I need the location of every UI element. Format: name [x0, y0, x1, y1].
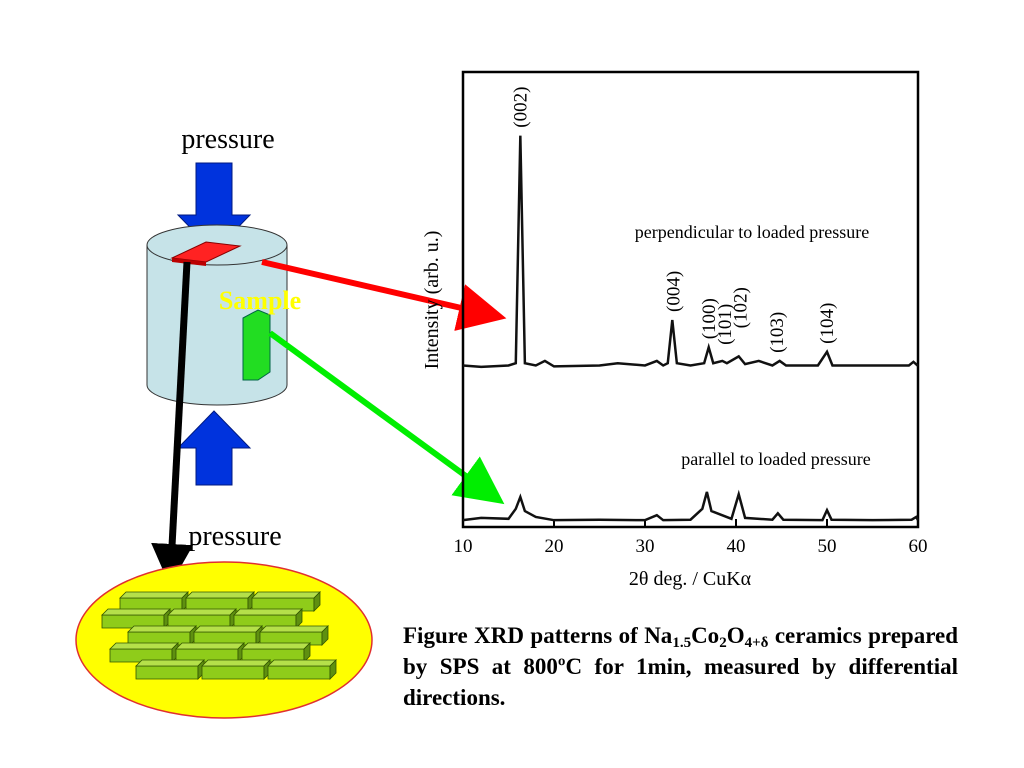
x-tick-label: 40 — [727, 536, 746, 557]
brick-top — [201, 659, 271, 667]
brick-top — [127, 625, 197, 633]
caption: Figure XRD patterns of Na1.5Co2O4+δ cera… — [403, 620, 958, 713]
green-plate — [242, 309, 271, 381]
pressure-label: pressure — [181, 124, 274, 155]
peak-label: (004) — [663, 271, 684, 312]
x-tick-label: 10 — [454, 536, 473, 557]
xrd-trace — [462, 135, 919, 369]
brick-top — [193, 625, 263, 633]
brick-top — [175, 642, 245, 650]
xrd-trace — [462, 489, 920, 522]
pressure-label: pressure — [188, 521, 281, 552]
brick-side — [303, 642, 311, 663]
brick-top — [259, 625, 329, 633]
brick — [267, 665, 331, 680]
brick-top — [251, 591, 321, 599]
brick-side — [321, 625, 329, 646]
series-label: perpendicular to loaded pressure — [635, 222, 869, 242]
x-axis-label: 2θ deg. / CuKα — [629, 568, 752, 590]
brick-side — [329, 659, 337, 680]
brick — [135, 665, 199, 680]
sample-label: Sample — [219, 286, 301, 315]
caption-text: O — [726, 623, 745, 648]
peak-label: (100) — [699, 298, 720, 339]
brick-top — [135, 659, 205, 667]
x-tick-label: 50 — [818, 536, 837, 557]
red-plate — [170, 241, 242, 263]
caption-text: Figure XRD patterns of Na — [403, 623, 673, 648]
brick-top — [241, 642, 311, 650]
subscript: 2 — [719, 635, 727, 651]
x-tick-label: 20 — [545, 536, 564, 557]
caption-text: Co — [691, 623, 720, 648]
bricks — [101, 591, 337, 680]
diagram: pressure Sample pressure — [75, 124, 507, 719]
peak-label: (104) — [817, 303, 838, 344]
green-arrow — [268, 330, 505, 505]
brick-top — [267, 659, 337, 667]
peak-label: (101) — [715, 304, 736, 345]
red-arrow — [261, 259, 507, 331]
subscript: 4+δ — [744, 635, 769, 651]
x-tick-label: 60 — [909, 536, 928, 557]
brick-side — [313, 591, 321, 612]
x-tick-label: 30 — [636, 536, 655, 557]
peak-label: (103) — [767, 312, 788, 353]
peak-label: (102) — [731, 287, 752, 328]
red-plate-edge — [172, 258, 206, 266]
brick-top — [119, 591, 189, 599]
brick-top — [101, 608, 171, 616]
peak-label: (002) — [510, 87, 531, 128]
brick-top — [185, 591, 255, 599]
pressure-arrow — [176, 410, 252, 486]
series-label: parallel to loaded pressure — [681, 449, 870, 469]
brick-top — [233, 608, 303, 616]
subscript: 1.5 — [672, 635, 692, 651]
plot-frame — [461, 70, 920, 529]
black-arrow — [151, 261, 194, 586]
brick — [201, 665, 265, 680]
brick-top — [167, 608, 237, 616]
brick-side — [295, 608, 303, 629]
y-axis-label: Intensity (arb. u.) — [421, 231, 443, 370]
caption-text: ceramics prepared by SPS at 800ºC for 1m… — [403, 623, 958, 710]
brick-top — [109, 642, 179, 650]
